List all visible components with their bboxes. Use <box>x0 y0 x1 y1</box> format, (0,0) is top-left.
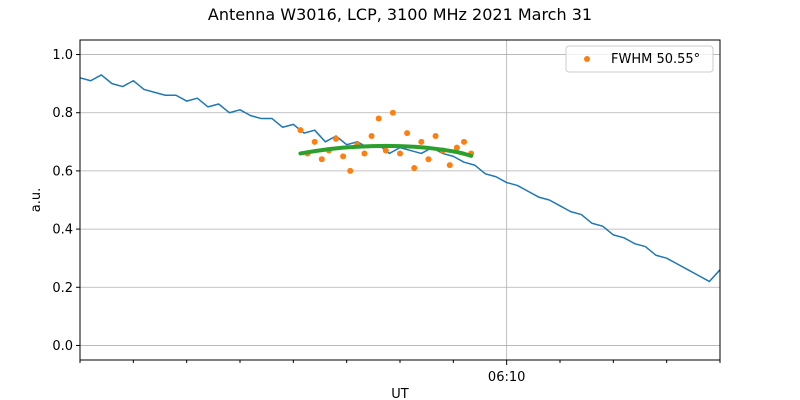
legend-label-series: FWHM 50.55° <box>611 52 700 67</box>
y-tick-label-3: 0.6 <box>52 164 73 179</box>
data-point-5 <box>333 135 339 142</box>
y-tick-label-2: 0.4 <box>52 223 73 238</box>
y-tick-label-0: 0.0 <box>52 339 73 354</box>
x-axis-label: UT <box>391 387 409 400</box>
data-point-15 <box>404 130 411 137</box>
y-tick-label-4: 0.8 <box>52 106 73 121</box>
x-tick-label-0: 06:10 <box>488 370 525 385</box>
legend: FWHM 50.55° <box>565 45 714 73</box>
data-point-11 <box>375 115 382 122</box>
data-point-13 <box>389 109 396 116</box>
data-point-21 <box>446 162 453 169</box>
grid-layer <box>80 40 720 360</box>
data-point-9 <box>361 150 368 157</box>
data-point-2 <box>311 138 318 145</box>
legend-box <box>565 45 714 73</box>
y-tick-label-1: 0.2 <box>52 281 73 296</box>
y-tick-label-5: 1.0 <box>52 48 73 63</box>
data-point-19 <box>432 133 439 139</box>
data-point-18 <box>425 156 432 163</box>
data-point-10 <box>368 133 375 139</box>
plot-frame <box>79 39 721 361</box>
series-layer <box>79 74 721 283</box>
series-line-signal <box>79 74 721 283</box>
data-point-0 <box>297 127 304 134</box>
data-point-16 <box>411 165 418 171</box>
y-axis-label: a.u. <box>29 188 44 212</box>
data-point-6 <box>340 153 347 160</box>
series-line-fit <box>298 143 474 158</box>
data-point-3 <box>318 156 325 163</box>
data-point-23 <box>461 138 467 145</box>
data-point-12 <box>382 147 389 154</box>
data-point-14 <box>397 150 403 157</box>
legend-marker <box>584 56 590 62</box>
tick-layer: 0.0 0.2 0.4 0.6 0.8 1.0 06:10 <box>52 48 721 385</box>
data-point-17 <box>418 138 425 145</box>
data-point-22 <box>453 144 460 151</box>
data-point-7 <box>347 167 354 174</box>
chart-title: Antenna W3016, LCP, 3100 MHz 2021 March … <box>208 5 592 24</box>
